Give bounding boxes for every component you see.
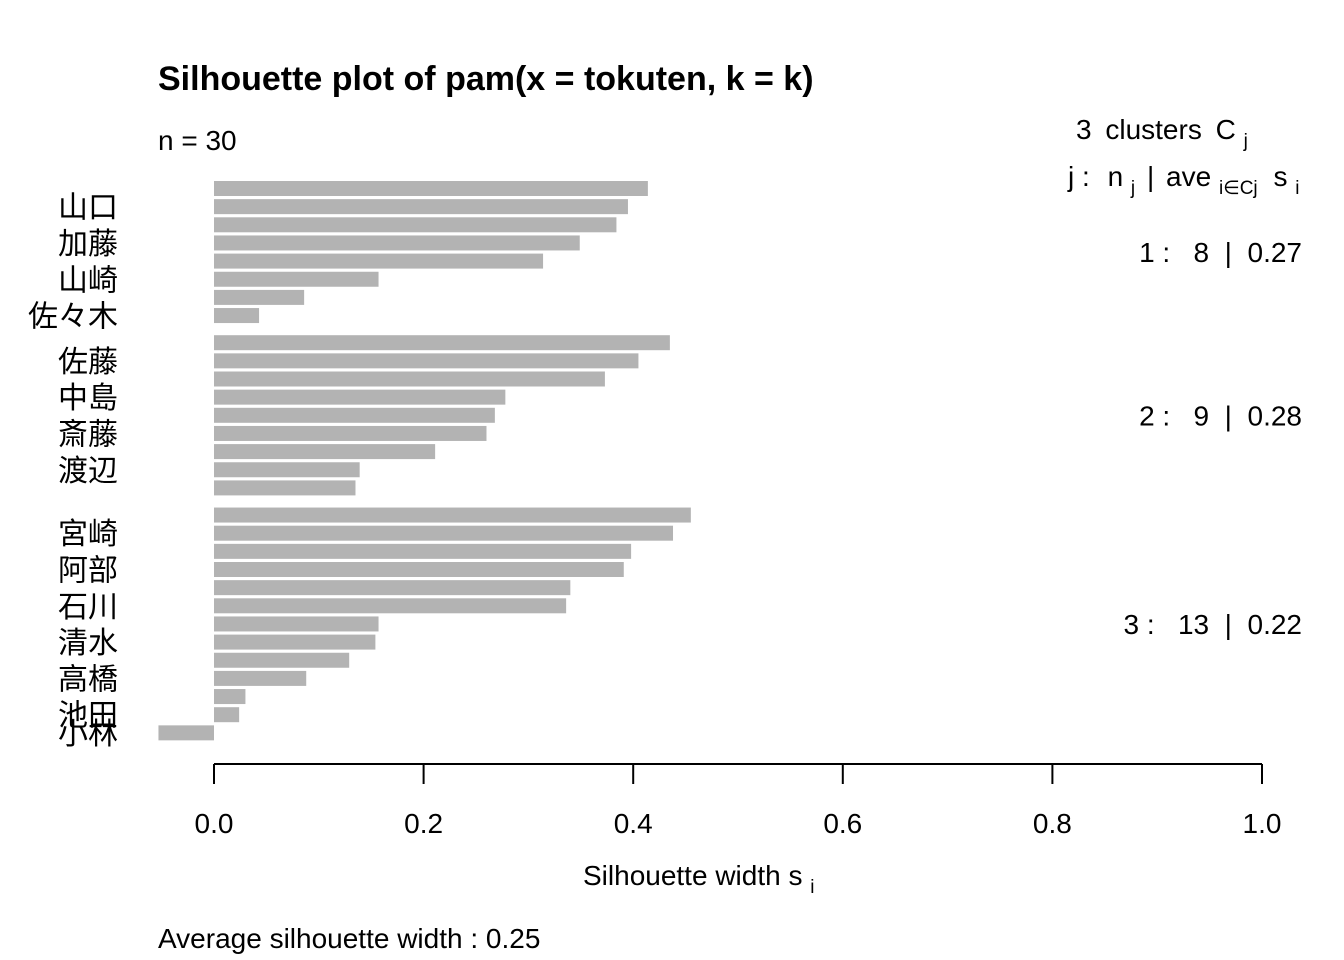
silhouette-bar-c1-5: [214, 253, 544, 269]
col-s-sub: i: [1295, 178, 1299, 199]
silhouette-bar-c1-4: [214, 235, 580, 251]
row-label: 山口: [58, 191, 118, 226]
silhouette-bar-c2-1: [214, 335, 670, 351]
x-axis: 0.0 0.2 0.4 0.6 0.8 1.0: [195, 763, 1282, 839]
silhouette-bar-c3-11: [214, 689, 246, 705]
row-label: 清水: [58, 626, 118, 661]
row-label: 中島: [58, 381, 118, 416]
row-label: 佐藤: [58, 345, 118, 380]
clusters-header: 3 clusters C j: [1076, 114, 1248, 152]
silhouette-bar-c1-6: [214, 271, 379, 287]
silhouette-bar-c2-7: [214, 444, 436, 460]
col-ave: ave: [1166, 161, 1211, 192]
silhouette-bar-c2-4: [214, 389, 506, 405]
columns-header: j : n j | ave i∈Cj s i: [1067, 161, 1299, 200]
n-label: n = 30: [158, 125, 237, 156]
row-label: 小林: [58, 717, 118, 752]
x-tick-label: 1.0: [1243, 808, 1282, 839]
silhouette-bar-c1-7: [214, 289, 305, 305]
silhouette-bar-c2-8: [214, 462, 360, 478]
cluster-summary-2: 2 : 9 | 0.28: [1139, 400, 1302, 431]
col-n-sub: j: [1130, 178, 1135, 199]
row-label: 加藤: [58, 227, 118, 262]
x-tick-label: 0.0: [195, 808, 234, 839]
silhouette-bar-c2-9: [214, 480, 356, 496]
silhouette-bar-c1-1: [214, 181, 648, 196]
row-label: 渡辺: [58, 454, 118, 489]
cluster-summaries: 1 : 8 | 0.27 2 : 9 | 0.28 3 : 13 | 0.22: [1124, 237, 1303, 640]
cluster-summary-3: 3 : 13 | 0.22: [1124, 609, 1303, 640]
silhouette-bar-c3-9: [214, 652, 350, 668]
col-n: n: [1108, 161, 1124, 192]
cluster-summary-1: 1 : 8 | 0.27: [1139, 237, 1302, 268]
silhouette-bar-c2-3: [214, 371, 605, 387]
row-label: 宮崎: [58, 517, 118, 552]
silhouette-bar-c3-4: [214, 562, 624, 577]
silhouette-bar-c3-12: [214, 707, 240, 723]
silhouette-bar-c1-2: [214, 199, 628, 215]
silhouette-bar-c3-1: [214, 507, 691, 523]
silhouette-bar-c3-13: [158, 725, 214, 741]
col-s: s: [1273, 161, 1287, 192]
row-label: 池田: [58, 699, 118, 734]
row-label: 高橋: [58, 662, 118, 697]
silhouette-bar-c3-6: [214, 598, 567, 614]
x-tick-label: 0.6: [823, 808, 862, 839]
silhouette-bar-c3-2: [214, 525, 674, 541]
average-silhouette-width: Average silhouette width : 0.25: [158, 923, 540, 954]
silhouette-bar-c3-7: [214, 616, 379, 632]
silhouette-bar-c2-2: [214, 353, 639, 369]
row-label: 山崎: [58, 263, 118, 298]
x-axis-label-main: Silhouette width s: [583, 860, 802, 891]
col-sep: |: [1147, 161, 1154, 192]
x-tick-label: 0.4: [614, 808, 653, 839]
silhouette-bar-c3-5: [214, 580, 571, 596]
x-tick-label: 0.8: [1033, 808, 1072, 839]
silhouette-bar-c1-8: [214, 308, 260, 324]
col-j: j :: [1067, 161, 1090, 192]
col-ave-sub: i∈Cj: [1219, 178, 1258, 199]
row-label: 佐々木: [28, 300, 118, 335]
clusters-symbol-sub: j: [1243, 131, 1248, 152]
silhouette-bar-c2-6: [214, 425, 487, 441]
clusters-count: 3: [1076, 114, 1092, 145]
silhouette-bar-c3-3: [214, 543, 632, 559]
chart-title: Silhouette plot of pam(x = tokuten, k = …: [158, 60, 814, 98]
silhouette-bar-c2-5: [214, 407, 495, 423]
x-axis-label-sub: i: [810, 877, 814, 898]
silhouette-bar-c1-3: [214, 217, 617, 233]
x-axis-label: Silhouette width s i: [583, 860, 814, 898]
x-tick-label: 0.2: [404, 808, 443, 839]
clusters-word: clusters: [1105, 114, 1201, 145]
row-label: 斎藤: [58, 417, 118, 452]
row-label: 石川: [58, 590, 118, 625]
clusters-symbol: C: [1216, 114, 1236, 145]
silhouette-bar-c3-10: [214, 670, 307, 686]
row-label: 阿部: [58, 554, 118, 589]
bars-group: [158, 181, 691, 741]
silhouette-bar-c3-8: [214, 634, 376, 650]
